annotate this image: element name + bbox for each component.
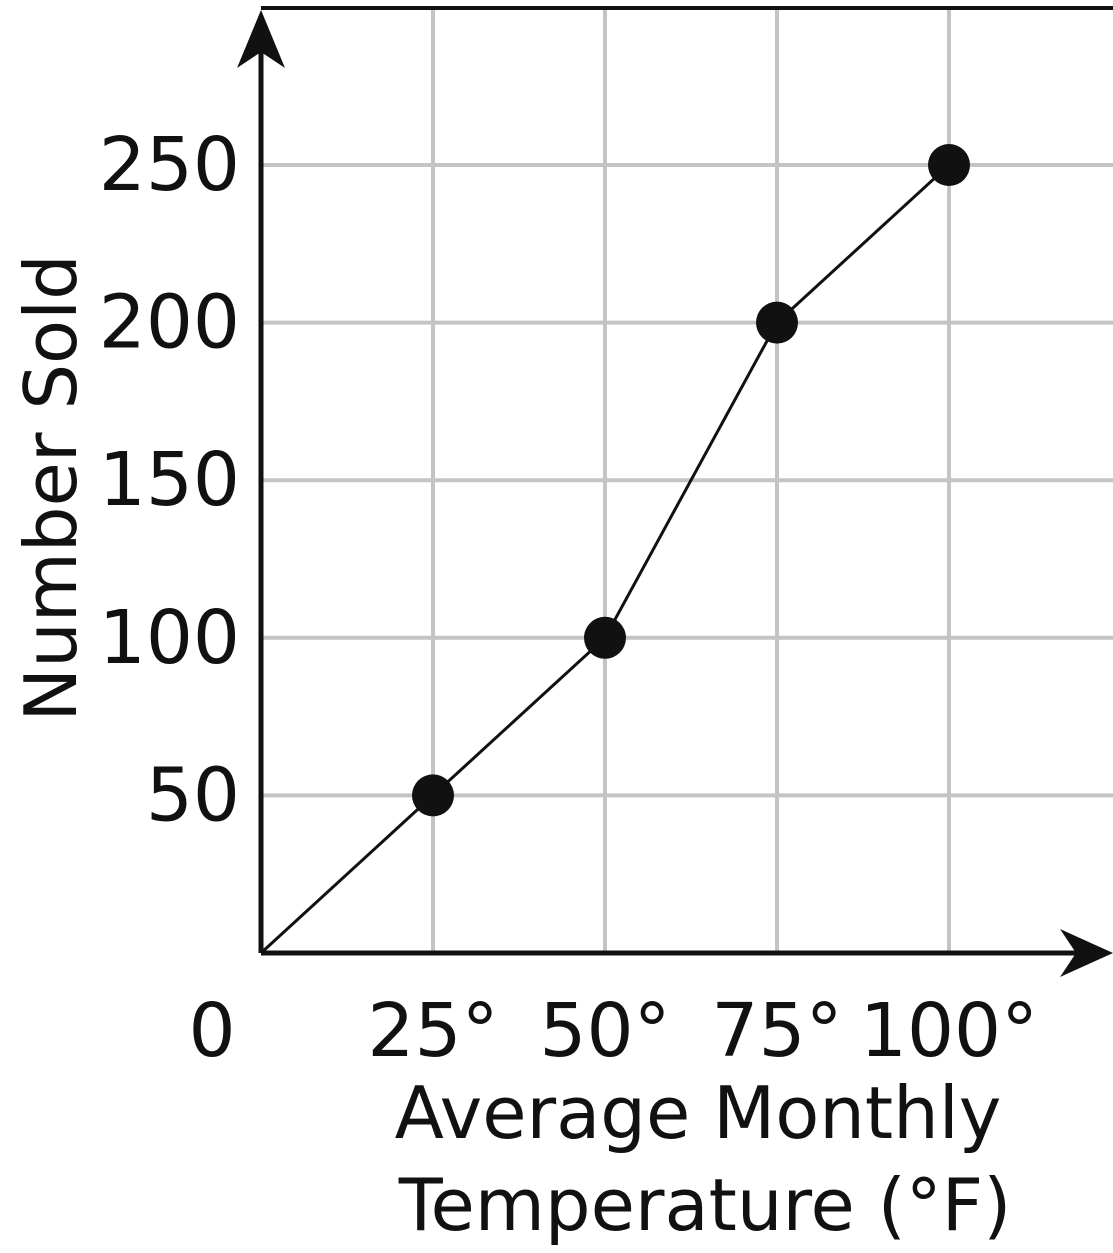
x-axis-title-line-1: Average Monthly (395, 1071, 1002, 1155)
data-point (584, 616, 626, 659)
y-axis-arrow (237, 10, 285, 68)
y-axis-title: Number Sold (9, 254, 93, 722)
x-axis-title-line-2: Temperature (°F) (398, 1163, 1012, 1247)
data-point (756, 301, 798, 344)
x-tick-label: 25° (367, 988, 498, 1074)
x-tick-label: 100° (860, 988, 1038, 1074)
y-tick-labels: 50 100 150 200 250 (99, 122, 240, 838)
origin-label: 0 (188, 988, 235, 1074)
axes (237, 10, 1113, 977)
x-tick-labels: 25° 50° 75° 100° (367, 988, 1038, 1074)
y-tick-label: 50 (146, 752, 240, 838)
y-tick-label: 100 (99, 595, 240, 681)
x-tick-label: 75° (711, 988, 842, 1074)
y-tick-label: 200 (99, 280, 240, 366)
x-tick-label: 50° (539, 988, 670, 1074)
x-axis-arrow (1060, 929, 1113, 977)
y-tick-label: 250 (99, 122, 240, 208)
y-tick-label: 150 (99, 437, 240, 523)
grid (261, 6, 1113, 953)
data-points (412, 144, 970, 817)
data-point (928, 144, 970, 186)
data-point (412, 774, 454, 817)
